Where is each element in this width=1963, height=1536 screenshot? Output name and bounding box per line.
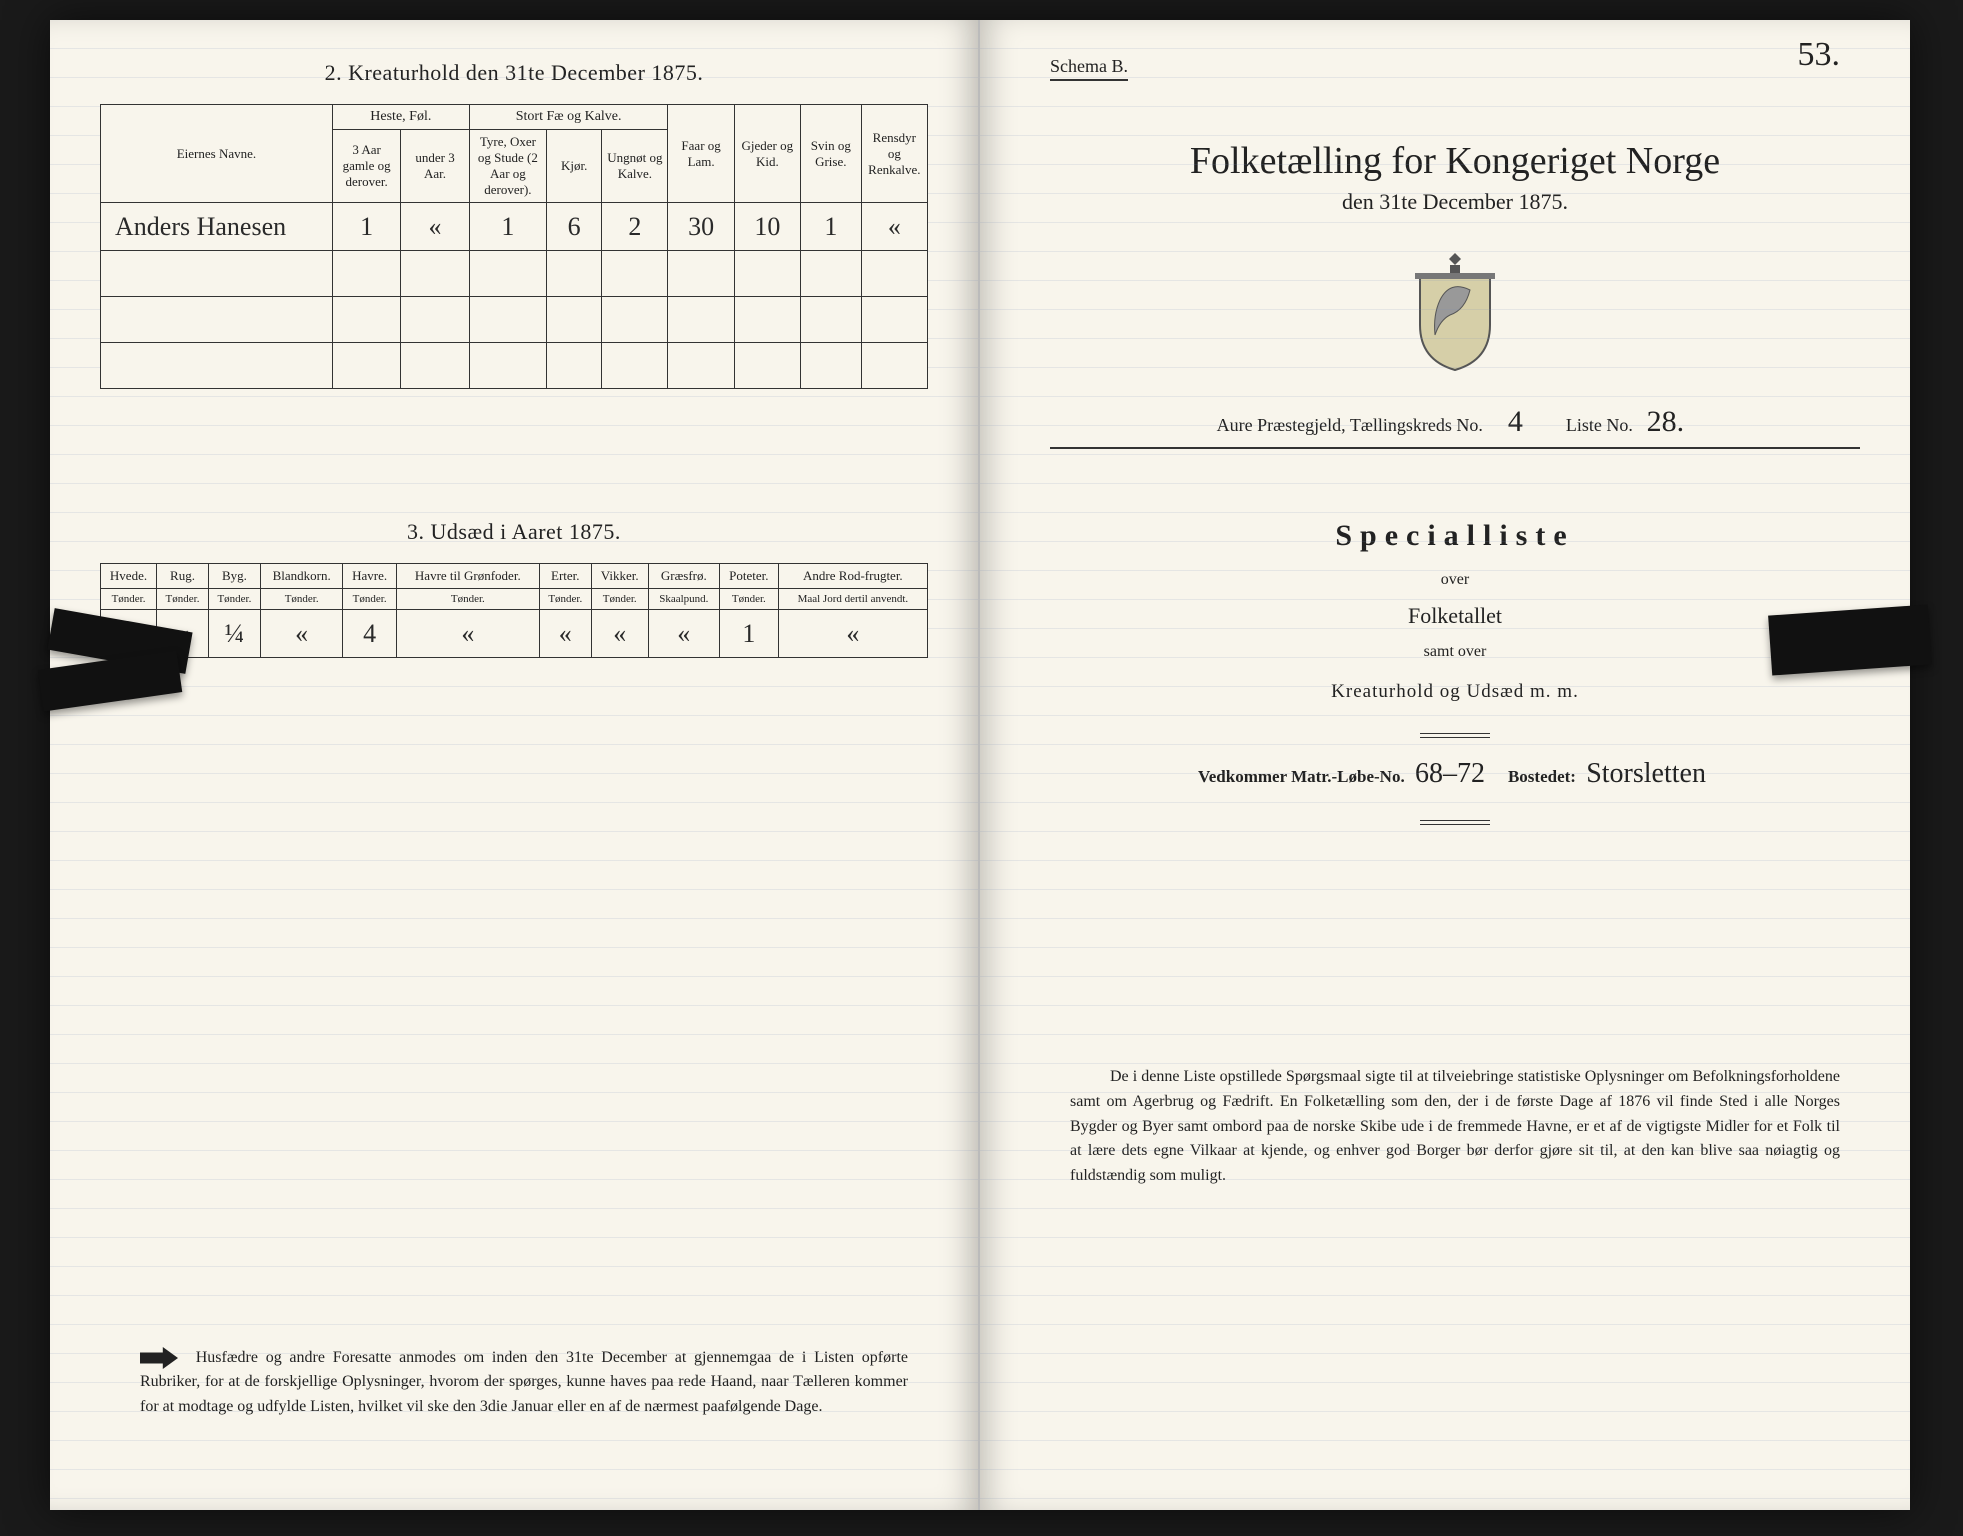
left-page: 2. Kreaturhold den 31te December 1875. E…: [50, 20, 980, 1510]
col-header: Erter.: [539, 564, 591, 589]
sowing-table: Hvede.Rug.Byg.Blandkorn.Havre.Havre til …: [100, 563, 928, 658]
sub-stort1: Tyre, Oxer og Stude (2 Aar og derover).: [469, 130, 546, 203]
col-unit: Tønder.: [591, 589, 648, 610]
col-unit: Tønder.: [343, 589, 396, 610]
meta-kreds-value: 4: [1495, 405, 1535, 439]
col-unit: Maal Jord dertil anvendt.: [778, 589, 927, 610]
col-header: Andre Rod-frugter.: [778, 564, 927, 589]
meta-prefix: Aure Præstegjeld, Tællingskreds No.: [1217, 415, 1483, 435]
col-unit: Skaalpund.: [648, 589, 719, 610]
cell: 1: [719, 610, 778, 658]
cell: 1: [469, 203, 546, 251]
col-unit: Tønder.: [396, 589, 539, 610]
schema-label: Schema B.: [1050, 56, 1128, 81]
col-header: Poteter.: [719, 564, 778, 589]
cell: «: [778, 610, 927, 658]
vedk-label1: Vedkommer Matr.-Løbe-No.: [1198, 767, 1405, 786]
pointer-icon: [140, 1347, 178, 1369]
grp-stort: Stort Fæ og Kalve.: [469, 105, 668, 130]
folketallet-label: Folketallet: [1050, 603, 1860, 629]
table-row: [101, 343, 928, 389]
cell: 30: [668, 203, 734, 251]
col-svin: Svin og Grise.: [800, 105, 861, 203]
col-gjeder: Gjeder og Kid.: [734, 105, 800, 203]
vedk-val2: Storsletten: [1586, 758, 1706, 789]
kreatur-label: Kreaturhold og Udsæd m. m.: [1050, 681, 1860, 703]
cell: «: [260, 610, 343, 658]
table-row: [101, 251, 928, 297]
cell: 6: [547, 203, 602, 251]
col-header: Havre.: [343, 564, 396, 589]
livestock-table: Eiernes Navne. Heste, Føl. Stort Fæ og K…: [100, 104, 928, 389]
cell: «: [539, 610, 591, 658]
vedk-label2: Bostedet:: [1508, 767, 1576, 786]
cell: «: [648, 610, 719, 658]
specialliste-title: Specialliste: [1050, 519, 1860, 553]
cell: «: [396, 610, 539, 658]
right-page: 53. Schema B. Folketælling for Kongerige…: [980, 20, 1910, 1510]
meta-liste-value: 28.: [1645, 405, 1685, 439]
census-subtitle: den 31te December 1875.: [1050, 189, 1860, 215]
cell: 4: [343, 610, 396, 658]
col-unit: Tønder.: [719, 589, 778, 610]
over-label: over: [1050, 571, 1860, 589]
col-header: Hvede.: [101, 564, 157, 589]
col-unit: Tønder.: [157, 589, 209, 610]
cell: «: [591, 610, 648, 658]
col-unit: Tønder.: [539, 589, 591, 610]
col-ren: Rensdyr og Renkalve.: [861, 105, 927, 203]
clip-icon: [38, 650, 182, 711]
col-header: Byg.: [208, 564, 260, 589]
samt-over-label: samt over: [1050, 643, 1860, 661]
table-row: [101, 297, 928, 343]
cell: 2: [602, 203, 668, 251]
col-unit: Tønder.: [101, 589, 157, 610]
col-eier: Eiernes Navne.: [101, 105, 333, 203]
cell: «: [861, 203, 927, 251]
vedk-val1: 68–72: [1415, 758, 1485, 789]
sub-stort3: Ungnøt og Kalve.: [602, 130, 668, 203]
table-row: Anders Hanesen 1 « 1 6 2 30 10 1 «: [101, 203, 928, 251]
cell: 1: [800, 203, 861, 251]
census-title: Folketælling for Kongeriget Norge: [1050, 139, 1860, 183]
col-header: Blandkorn.: [260, 564, 343, 589]
cell-eier: Anders Hanesen: [101, 203, 333, 251]
clip-icon: [1768, 604, 1932, 675]
sub-heste1: 3 Aar gamle og derover.: [332, 130, 400, 203]
cell: «: [401, 203, 469, 251]
vedkommer-line: Vedkommer Matr.-Løbe-No. 68–72 Bostedet:…: [1050, 758, 1860, 790]
section-2-title: 2. Kreaturhold den 31te December 1875.: [100, 60, 928, 86]
col-header: Havre til Grønfoder.: [396, 564, 539, 589]
page-number: 53.: [1798, 36, 1841, 74]
sub-heste2: under 3 Aar.: [401, 130, 469, 203]
cell: 10: [734, 203, 800, 251]
footer-text: Husfædre og andre Foresatte anmodes om i…: [140, 1349, 908, 1416]
body-paragraph: De i denne Liste opstillede Spørgsmaal s…: [1070, 1065, 1840, 1189]
col-header: Rug.: [157, 564, 209, 589]
coat-of-arms-icon: [1400, 245, 1510, 375]
section-3-title: 3. Udsæd i Aaret 1875.: [100, 519, 928, 545]
col-faar: Faar og Lam.: [668, 105, 734, 203]
col-header: Græsfrø.: [648, 564, 719, 589]
meta-line: Aure Præstegjeld, Tællingskreds No. 4 Li…: [1050, 405, 1860, 449]
grp-heste: Heste, Føl.: [332, 105, 469, 130]
col-header: Vikker.: [591, 564, 648, 589]
col-unit: Tønder.: [208, 589, 260, 610]
col-unit: Tønder.: [260, 589, 343, 610]
cell: ¼: [208, 610, 260, 658]
sub-stort2: Kjør.: [547, 130, 602, 203]
meta-liste-label: Liste No.: [1566, 415, 1633, 435]
cell: 1: [332, 203, 400, 251]
book-spread: 2. Kreaturhold den 31te December 1875. E…: [50, 20, 1910, 1510]
footer-note: Husfædre og andre Foresatte anmodes om i…: [140, 1346, 908, 1420]
